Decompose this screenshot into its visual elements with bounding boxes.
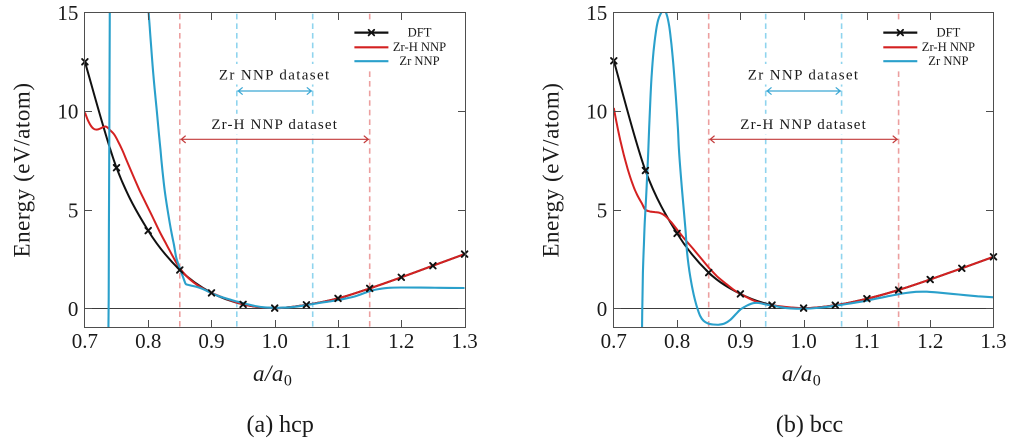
svg-text:Zr NNP: Zr NNP	[928, 54, 968, 68]
svg-text:15: 15	[57, 1, 78, 25]
svg-text:(a) hcp: (a) hcp	[247, 412, 314, 438]
svg-text:5: 5	[597, 198, 608, 222]
svg-text:1.2: 1.2	[388, 329, 414, 353]
svg-text:Zr NNP dataset: Zr NNP dataset	[748, 67, 860, 83]
svg-text:1.2: 1.2	[917, 329, 943, 353]
svg-text:10: 10	[57, 100, 78, 124]
svg-text:0: 0	[597, 297, 608, 321]
svg-text:Energy (eV/atom): Energy (eV/atom)	[10, 82, 35, 257]
svg-text:0.9: 0.9	[727, 329, 753, 353]
svg-text:DFT: DFT	[408, 25, 432, 39]
svg-text:DFT: DFT	[937, 25, 961, 39]
svg-text:Zr-H NNP dataset: Zr-H NNP dataset	[211, 117, 338, 133]
svg-text:Zr-H NNP dataset: Zr-H NNP dataset	[740, 117, 867, 133]
svg-text:Zr-H NNP: Zr-H NNP	[922, 40, 975, 54]
svg-text:(b) bcc: (b) bcc	[776, 412, 843, 438]
svg-text:0.8: 0.8	[664, 329, 690, 353]
svg-text:0.7: 0.7	[601, 329, 627, 353]
svg-text:Energy (eV/atom): Energy (eV/atom)	[539, 82, 564, 257]
svg-text:1.3: 1.3	[451, 329, 477, 353]
svg-text:Zr NNP: Zr NNP	[399, 54, 439, 68]
svg-text:5: 5	[68, 198, 79, 222]
svg-text:0.7: 0.7	[72, 329, 98, 353]
svg-text:1.0: 1.0	[790, 329, 816, 353]
svg-text:0.9: 0.9	[198, 329, 224, 353]
svg-text:15: 15	[586, 1, 607, 25]
svg-text:1.0: 1.0	[262, 329, 288, 353]
svg-text:Zr NNP dataset: Zr NNP dataset	[219, 67, 331, 83]
svg-text:1.1: 1.1	[854, 329, 880, 353]
svg-text:1.1: 1.1	[325, 329, 351, 353]
svg-text:0.8: 0.8	[135, 329, 161, 353]
svg-text:10: 10	[586, 100, 607, 124]
svg-text:1.3: 1.3	[980, 329, 1006, 353]
svg-text:0: 0	[68, 297, 79, 321]
svg-text:Zr-H NNP: Zr-H NNP	[393, 40, 446, 54]
